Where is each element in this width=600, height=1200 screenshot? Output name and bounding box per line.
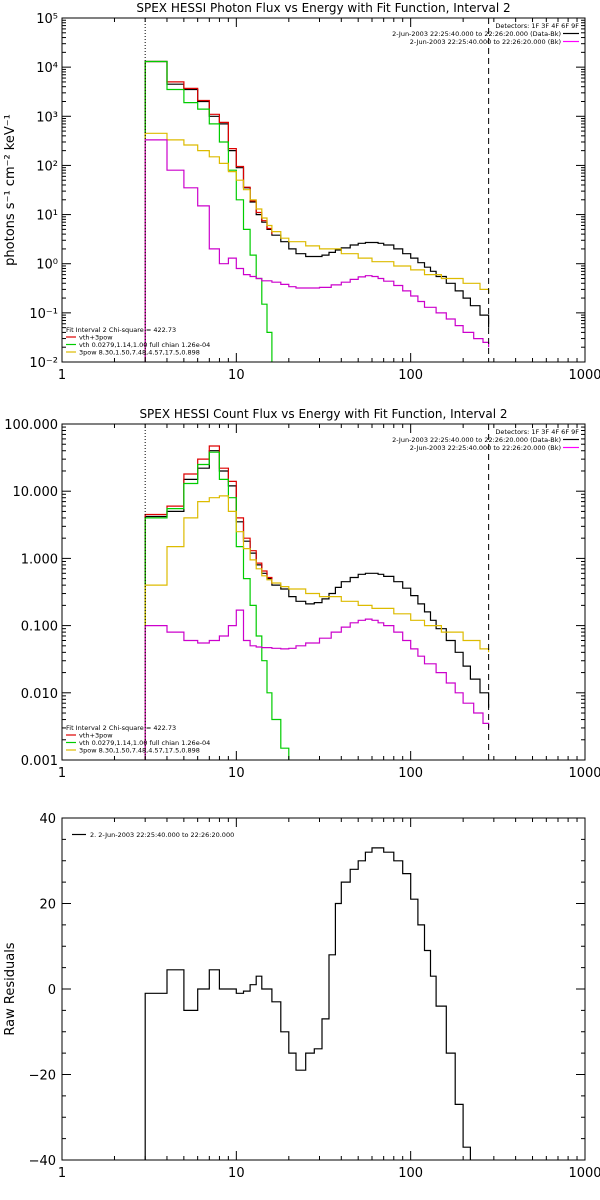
chart-title: SPEX HESSI Photon Flux vs Energy with Fi… xyxy=(136,1,510,15)
series-powerlaw-line xyxy=(144,495,490,760)
legend-entry-label: 2. 2-Jun-2003 22:25:40.000 to 22:26:20.0… xyxy=(90,831,234,839)
fit-legend-label: 3pow 8.30,1.50,7.48,4.57,17.5,0.898 xyxy=(79,349,200,357)
plot-frame xyxy=(61,817,586,1161)
y-tick-label: 1.000 xyxy=(21,552,58,567)
count-flux-panel: SPEX HESSI Count Flux vs Energy with Fit… xyxy=(4,407,600,781)
y-tick-label: 10⁴ xyxy=(36,61,58,76)
y-tick-label: 10² xyxy=(36,159,58,174)
y-tick-label: 10.000 xyxy=(13,485,59,500)
series-data-line xyxy=(144,60,490,362)
legend-entry-label: 2-Jun-2003 22:25:40.000 to 22:26:20.000 … xyxy=(392,30,561,38)
plot-frame xyxy=(61,423,586,761)
y-tick-label: 10⁻¹ xyxy=(29,307,58,322)
x-tick-label: 1000 xyxy=(568,368,600,383)
legend-header: Detectors: 1F 3F 4F 6F 9F xyxy=(495,22,579,30)
y-tick-label: 0.100 xyxy=(21,620,58,635)
y-tick-label: −20 xyxy=(29,1069,56,1084)
y-axis-label: photons s⁻¹ cm⁻² keV⁻¹ xyxy=(3,114,18,266)
fit-legend-label: vth+3pow xyxy=(79,334,113,342)
x-tick-label: 100 xyxy=(398,368,423,383)
y-tick-label: 40 xyxy=(39,812,56,827)
series-total-line xyxy=(144,445,273,760)
fit-legend-header: Fit Interval 2 Chi-square = 422.73 xyxy=(66,326,176,334)
series-residuals-line xyxy=(144,847,471,1160)
chart-title: SPEX HESSI Count Flux vs Energy with Fit… xyxy=(139,407,507,421)
series-powerlaw-line xyxy=(144,132,490,362)
x-tick-label: 1000 xyxy=(568,766,600,781)
x-tick-label: 1 xyxy=(58,1166,66,1181)
fit-legend-header: Fit Interval 2 Chi-square = 422.73 xyxy=(66,724,176,732)
series-data-line xyxy=(144,450,490,760)
y-tick-label: 0.001 xyxy=(21,754,58,769)
photon-flux-panel: SPEX HESSI Photon Flux vs Energy with Fi… xyxy=(3,1,600,383)
y-tick-label: 10⁻² xyxy=(29,356,58,371)
legend-entry-label: 2-Jun-2003 22:25:40.000 to 22:26:20.000 … xyxy=(410,444,561,452)
series-thermal-line xyxy=(144,60,273,362)
x-tick-label: 1 xyxy=(58,368,66,383)
x-tick-label: 10 xyxy=(228,1166,245,1181)
x-tick-label: 10 xyxy=(228,368,245,383)
y-tick-label: 10³ xyxy=(36,110,58,125)
residuals-panel: Raw Residuals 1 10 100 1000 −40 −20 0 20 40 2. 2-J… xyxy=(3,812,600,1181)
x-tick-label: 1 xyxy=(58,766,66,781)
y-tick-label: 10⁵ xyxy=(36,12,58,27)
x-tick-label: 1000 xyxy=(568,1166,600,1181)
fit-legend-label: vth+3pow xyxy=(79,732,113,740)
x-tick-label: 100 xyxy=(398,1166,423,1181)
legend-entry-label: 2-Jun-2003 22:25:40.000 to 22:26:20.000 … xyxy=(410,38,561,46)
y-tick-label: 0.010 xyxy=(21,687,58,702)
y-tick-label: −40 xyxy=(29,1154,56,1169)
y-tick-label: 100.000 xyxy=(4,418,58,433)
plot-frame xyxy=(61,17,586,363)
series-thermal-line xyxy=(144,451,290,760)
y-tick-label: 10¹ xyxy=(36,209,58,224)
legend-entry-label: 2-Jun-2003 22:25:40.000 to 22:26:20.000 … xyxy=(392,436,561,444)
y-tick-label: 10⁰ xyxy=(36,258,58,273)
legend-header: Detectors: 1F 3F 4F 6F 9F xyxy=(495,428,579,436)
x-tick-label: 100 xyxy=(398,766,423,781)
series-background-line xyxy=(144,139,490,362)
y-tick-label: 20 xyxy=(39,898,56,913)
fit-legend-label: vth 0.0279,1.14,1.00 full chian 1.26e-04 xyxy=(79,739,210,747)
y-axis-label: Raw Residuals xyxy=(3,942,18,1035)
fit-legend-label: 3pow 8.30,1.50,7.48,4.57,17.5,0.898 xyxy=(79,747,200,755)
fit-legend-label: vth 0.0279,1.14,1.00 full chian 1.26e-04 xyxy=(79,341,210,349)
series-total-line xyxy=(144,60,273,362)
x-tick-label: 10 xyxy=(228,766,245,781)
y-tick-label: 0 xyxy=(48,983,56,998)
series-background-line xyxy=(144,609,490,760)
